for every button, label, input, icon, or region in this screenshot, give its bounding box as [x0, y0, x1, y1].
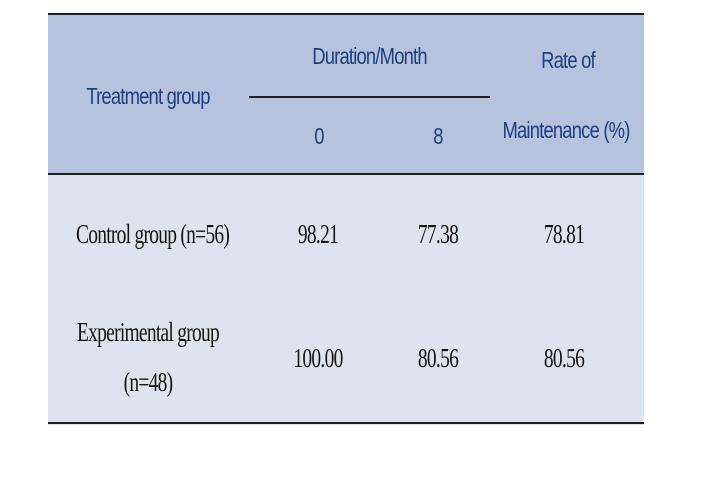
table-header-rule [48, 173, 644, 175]
row-2-group-line2: (n=48) [123, 367, 173, 397]
row-1-month-8: 77.38 [417, 219, 459, 249]
header-month-8: 8 [433, 123, 443, 149]
row-1-rate: 78.81 [543, 219, 585, 249]
row-2-group-line1: Experimental group [77, 317, 220, 347]
header-rate-line2: Maintenance (%) [502, 117, 630, 143]
header-month-0: 0 [314, 123, 324, 149]
row-1-group: Control group (n=56) [76, 219, 230, 249]
header-duration: Duration/Month [312, 43, 427, 69]
table-top-rule [48, 13, 644, 15]
table-bottom-rule [48, 422, 644, 424]
row-2-month-8: 80.56 [417, 343, 459, 373]
maintenance-rate-table: Treatment group Duration/Month 0 8 Rate … [48, 13, 644, 425]
table-header-band [48, 15, 644, 174]
duration-sub-rule [249, 96, 490, 98]
row-1-month-0: 98.21 [297, 219, 339, 249]
header-treatment-group: Treatment group [86, 83, 210, 109]
row-2-rate: 80.56 [543, 343, 585, 373]
row-2-month-0: 100.00 [293, 343, 343, 373]
header-rate-line1: Rate of [541, 47, 596, 73]
